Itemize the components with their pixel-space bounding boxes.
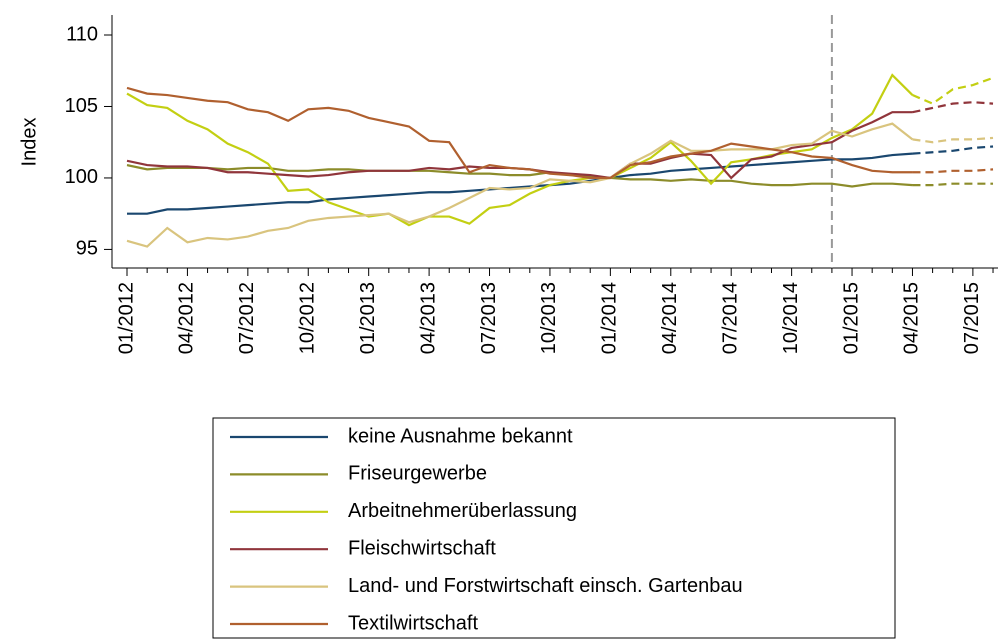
- y-tick-label: 110: [66, 23, 98, 45]
- x-tick-label: 04/2014: [659, 282, 681, 354]
- x-tick-label: 04/2012: [176, 282, 198, 354]
- x-tick-label: 07/2012: [236, 282, 258, 354]
- y-axis-label: Index: [18, 118, 40, 167]
- legend-label: Fleischwirtschaft: [348, 537, 496, 559]
- x-tick-label: 07/2015: [961, 282, 983, 354]
- x-tick-label: 01/2015: [840, 282, 862, 354]
- x-tick-label: 07/2013: [478, 282, 500, 354]
- series-line: [126, 73, 914, 227]
- x-tick-label: 10/2012: [297, 282, 319, 354]
- series-line-dashed: [912, 76, 994, 105]
- y-tick-label: 100: [65, 166, 98, 188]
- x-tick-label: 04/2013: [417, 282, 439, 354]
- series-line: [126, 86, 913, 180]
- series-line: [127, 152, 913, 215]
- series-line-dashed: [912, 182, 994, 187]
- x-tick-label: 04/2015: [901, 282, 923, 354]
- legend-label: Land- und Forstwirtschaft einsch. Garten…: [348, 575, 743, 597]
- legend-label: Friseurgewerbe: [348, 463, 487, 485]
- series-line-dashed: [912, 101, 994, 114]
- series-line-dashed: [912, 136, 994, 144]
- series-line-dashed: [912, 168, 994, 174]
- x-tick-label: 07/2014: [719, 282, 741, 354]
- x-tick-label: 10/2014: [780, 282, 802, 354]
- y-tick-label: 105: [65, 95, 98, 117]
- series-line-dashed: [912, 145, 994, 155]
- x-tick-label: 01/2012: [115, 282, 137, 354]
- series-line: [126, 164, 913, 188]
- y-tick-label: 95: [76, 238, 98, 260]
- legend-box: [212, 417, 896, 639]
- legend-label: keine Ausnahme bekannt: [348, 425, 573, 447]
- x-tick-label: 10/2013: [538, 282, 560, 354]
- series-line: [126, 122, 914, 248]
- x-tick-label: 01/2013: [357, 282, 379, 354]
- legend-label: Arbeitnehmerüberlassung: [348, 500, 577, 522]
- x-tick-label: 01/2014: [599, 282, 621, 354]
- legend-label: Textilwirtschaft: [348, 612, 478, 634]
